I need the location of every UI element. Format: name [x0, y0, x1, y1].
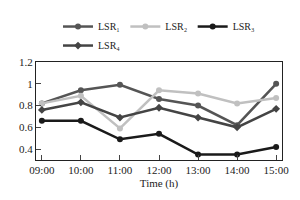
svg-text:LSR₄: LSR₄	[98, 40, 120, 51]
svg-text:1.2: 1.2	[19, 56, 33, 68]
svg-text:13:00: 13:00	[186, 164, 212, 176]
svg-text:0.6: 0.6	[19, 121, 33, 133]
svg-text:09:00: 09:00	[29, 164, 55, 176]
svg-text:1: 1	[27, 78, 33, 90]
svg-text:11:00: 11:00	[108, 164, 133, 176]
svg-text:LSR₁: LSR₁	[98, 21, 120, 32]
svg-text:0.4: 0.4	[19, 143, 33, 155]
svg-text:LSR₃: LSR₃	[233, 21, 255, 32]
svg-text:Time (h): Time (h)	[140, 177, 179, 190]
svg-text:15:00: 15:00	[264, 164, 290, 176]
svg-text:10:00: 10:00	[68, 164, 94, 176]
svg-text:12:00: 12:00	[146, 164, 172, 176]
svg-text:0.8: 0.8	[19, 99, 33, 111]
svg-text:14:00: 14:00	[225, 164, 251, 176]
svg-text:LSR₂: LSR₂	[165, 21, 187, 32]
